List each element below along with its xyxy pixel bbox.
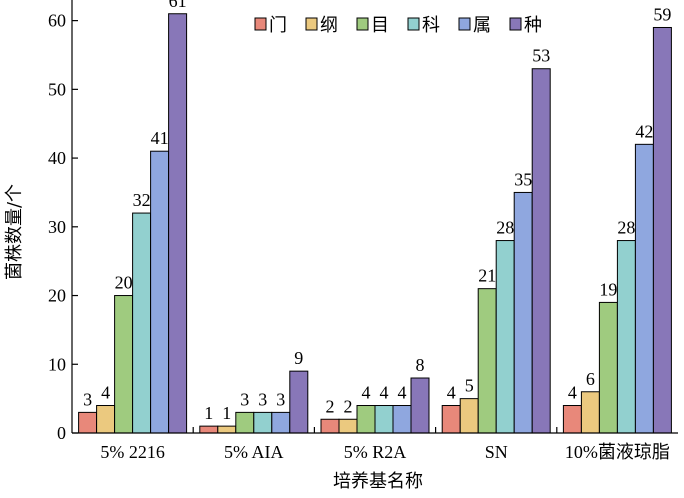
data-label: 3 xyxy=(240,389,249,409)
data-label: 4 xyxy=(101,383,110,403)
bar xyxy=(253,411,273,434)
bar xyxy=(580,391,600,434)
legend-swatch xyxy=(509,17,522,31)
data-label: 4 xyxy=(398,383,407,403)
bar xyxy=(562,405,582,434)
data-label: 3 xyxy=(258,389,267,409)
data-label: 8 xyxy=(416,355,425,375)
bar xyxy=(235,411,255,434)
data-label: 4 xyxy=(568,383,577,403)
legend-swatch xyxy=(305,17,318,31)
x-tick-label: 5% R2A xyxy=(344,442,407,462)
data-label: 3 xyxy=(83,389,92,409)
data-label: 1 xyxy=(204,403,213,423)
bar xyxy=(374,405,394,434)
y-tick-label: 20 xyxy=(48,286,66,306)
bar xyxy=(96,405,116,434)
bar xyxy=(477,288,497,434)
data-label: 32 xyxy=(133,190,151,210)
data-label: 4 xyxy=(447,383,456,403)
bar xyxy=(168,13,188,434)
data-label: 42 xyxy=(635,121,653,141)
bar xyxy=(271,411,291,434)
data-label: 20 xyxy=(115,273,133,293)
bar xyxy=(459,398,479,434)
y-tick-label: 30 xyxy=(48,217,66,237)
data-label: 6 xyxy=(586,369,595,389)
legend-label: 种 xyxy=(524,15,542,36)
data-label: 28 xyxy=(496,218,514,238)
bar xyxy=(338,418,358,434)
bar xyxy=(320,418,340,434)
x-tick-label: 5% 2216 xyxy=(100,442,165,462)
bar xyxy=(634,143,654,434)
bar xyxy=(410,377,430,434)
bar xyxy=(616,240,636,434)
legend-label: 属 xyxy=(473,15,491,36)
bar xyxy=(289,370,309,434)
data-label: 5 xyxy=(465,376,474,396)
bar xyxy=(495,240,515,434)
bar xyxy=(356,405,376,434)
y-axis-title: 菌株数量/个 xyxy=(4,184,25,280)
y-ticks-layer: 0 10 20 30 40 50 60 xyxy=(48,11,78,443)
x-tick-label: 5% AIA xyxy=(224,442,284,462)
legend-swatch xyxy=(254,17,267,31)
bar xyxy=(392,405,412,434)
bar xyxy=(114,295,134,434)
legend-label: 纲 xyxy=(320,15,338,36)
bar xyxy=(652,26,672,434)
y-tick-label: 40 xyxy=(48,148,66,168)
legend-label: 科 xyxy=(422,15,440,36)
bar xyxy=(217,425,237,434)
bar xyxy=(441,405,461,434)
data-label: 35 xyxy=(514,169,532,189)
y-tick-label: 50 xyxy=(48,79,66,99)
bar xyxy=(598,301,618,434)
y-tick-label: 0 xyxy=(57,423,66,443)
data-label: 2 xyxy=(344,396,353,416)
bar xyxy=(531,68,551,434)
axes-layer xyxy=(71,0,678,434)
data-label: 2 xyxy=(326,396,335,416)
x-axis-title: 培养基名称 xyxy=(333,471,423,492)
legend-swatch xyxy=(356,17,369,31)
data-label: 41 xyxy=(151,128,169,148)
legend-label: 门 xyxy=(269,15,287,36)
bar xyxy=(150,150,170,434)
data-label: 4 xyxy=(362,383,371,403)
x-tick-label: SN xyxy=(485,442,508,462)
data-label: 21 xyxy=(478,266,496,286)
bar xyxy=(78,411,98,434)
y-tick-label: 10 xyxy=(48,354,66,374)
x-ticks-layer: 5% 2216 5% AIA 5% R2A SN 10%菌液琼脂 xyxy=(100,427,670,462)
data-label: 9 xyxy=(294,348,303,368)
data-label: 19 xyxy=(599,279,617,299)
bars-layer xyxy=(78,13,672,434)
x-tick-label: 10%菌液琼脂 xyxy=(565,442,670,462)
legend-swatch xyxy=(407,17,420,31)
data-label: 1 xyxy=(222,403,231,423)
legend: 门纲目科属种 xyxy=(254,15,542,36)
legend-label: 目 xyxy=(371,15,389,36)
data-label: 4 xyxy=(380,383,389,403)
y-tick-label: 60 xyxy=(48,11,66,31)
bar xyxy=(132,212,152,434)
data-label: 53 xyxy=(532,46,550,66)
data-label: 28 xyxy=(617,218,635,238)
legend-swatch xyxy=(458,17,471,31)
data-label: 61 xyxy=(169,0,187,11)
bar xyxy=(199,425,219,434)
data-label: 3 xyxy=(276,389,285,409)
data-label: 59 xyxy=(653,4,671,24)
bar xyxy=(513,191,533,434)
